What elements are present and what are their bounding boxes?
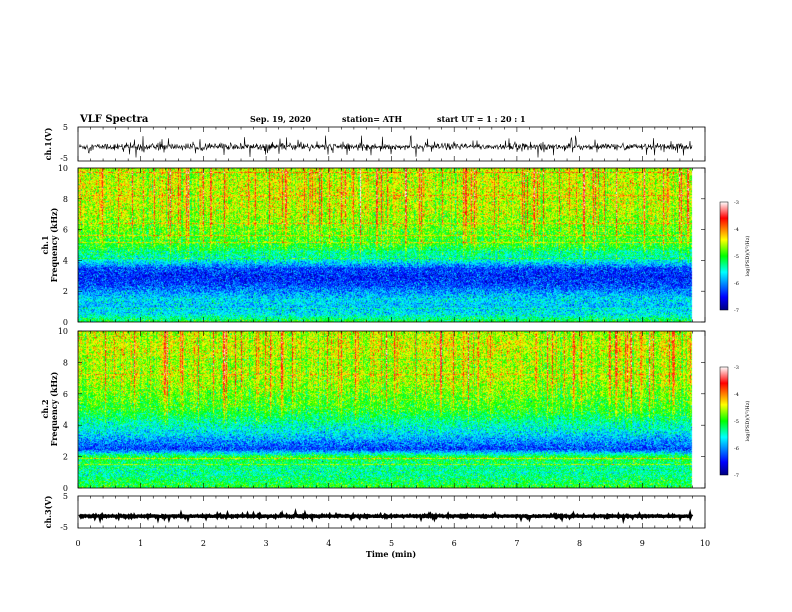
- ch1-colorbar: [719, 201, 729, 311]
- x-tick-label: 1: [138, 539, 143, 548]
- x-tick-label: 8: [577, 539, 582, 548]
- colorbar-tick-label: -6: [734, 281, 739, 287]
- colorbar-tick-label: -3: [734, 200, 739, 206]
- spectrogram-ytick-label: 4: [63, 256, 68, 265]
- station-label: station= ATH: [342, 114, 402, 124]
- x-tick-label: 2: [201, 539, 206, 548]
- ylabel-line: ch.1: [40, 235, 50, 254]
- spectrogram-ytick-label: 2: [63, 287, 68, 296]
- ch1-trace: [78, 135, 693, 158]
- x-tick-label: 10: [700, 539, 710, 548]
- spectrogram-ytick-label: 6: [63, 226, 68, 235]
- ylabel-line: Frequency (kHz): [49, 371, 59, 446]
- ch1-ytick-bottom: -5: [60, 154, 68, 163]
- ch3-trace: [78, 508, 694, 525]
- ch3-ytick-bottom: -5: [60, 523, 68, 532]
- x-tick-label: 6: [452, 539, 457, 548]
- ch2-spectrogram-ylabel: ch.2Frequency (kHz): [40, 371, 59, 446]
- x-tick-label: 7: [514, 539, 519, 548]
- ch1-ylabel: ch.1(V): [43, 127, 53, 160]
- colorbar-tick-label: -7: [734, 473, 739, 479]
- colorbar-tick-label: -6: [734, 446, 739, 452]
- ch2-spectrogram-image: [78, 331, 705, 488]
- spectrogram-ytick-label: 6: [63, 390, 68, 399]
- spectrogram-ytick-label: 10: [58, 327, 68, 336]
- ch2-colorbar-label: log(PSD)(V²/Hz): [744, 401, 751, 442]
- ch1-spectrogram-image: [78, 168, 705, 322]
- ch3-ytick-top: 5: [63, 492, 68, 501]
- ch1-ytick-top: 5: [63, 123, 68, 132]
- ch3-ylabel: ch.3(V): [43, 495, 53, 528]
- spectrogram-ytick-label: 10: [58, 164, 68, 173]
- figure-title: VLF Spectra: [79, 114, 149, 125]
- x-tick-label: 4: [326, 539, 331, 548]
- colorbar-tick-label: -4: [734, 392, 739, 398]
- colorbar-tick-label: -7: [734, 308, 739, 314]
- ch1-colorbar-label: log(PSD)(V²/Hz): [744, 236, 751, 277]
- colorbar-tick-label: -4: [734, 227, 739, 233]
- x-tick-labels: 0 1 2 3 4 5 6 7 8 9 10: [75, 539, 710, 548]
- ch2-colorbar: [719, 366, 729, 476]
- x-axis-label: Time (min): [366, 549, 416, 559]
- ch1-waveform-panel: 5 -5 ch.1(V): [43, 123, 706, 163]
- ch1-spectrogram-panel: 0 2 4 6 8 10 ch.1Frequency (kHz) -3 -4 -5 -6 -7 l…: [40, 164, 751, 327]
- spectrogram-ytick-label: 0: [63, 318, 68, 327]
- x-tick-label: 0: [75, 539, 80, 548]
- colorbar-tick-label: -5: [734, 254, 739, 260]
- colorbar-tick-label: -3: [734, 365, 739, 371]
- x-tick-label: 5: [389, 539, 394, 548]
- ylabel-line: Frequency (kHz): [49, 207, 59, 282]
- ylabel-line: ch.2: [40, 399, 50, 418]
- spectrogram-ytick-label: 2: [63, 453, 68, 462]
- x-tick-label: 3: [264, 539, 269, 548]
- spectrogram-ytick-label: 8: [63, 195, 68, 204]
- ch2-spectrogram-panel: 0 2 4 6 8 10 ch.2Frequency (kHz) -3 -4 -5 -6 -7 l…: [40, 327, 751, 493]
- colorbar-tick-label: -5: [734, 419, 739, 425]
- spectrogram-ytick-label: 4: [63, 421, 68, 430]
- date-label: Sep. 19, 2020: [250, 114, 311, 124]
- x-tick-label: 9: [640, 539, 645, 548]
- spectrogram-ytick-label: 8: [63, 358, 68, 367]
- start-time-label: start UT = 1 : 20 : 1: [437, 114, 526, 124]
- ch3-waveform-panel: 5 -5 ch.3(V): [43, 492, 706, 532]
- spectrogram-ytick-label: 0: [63, 484, 68, 493]
- ch1-spectrogram-ylabel: ch.1Frequency (kHz): [40, 207, 59, 282]
